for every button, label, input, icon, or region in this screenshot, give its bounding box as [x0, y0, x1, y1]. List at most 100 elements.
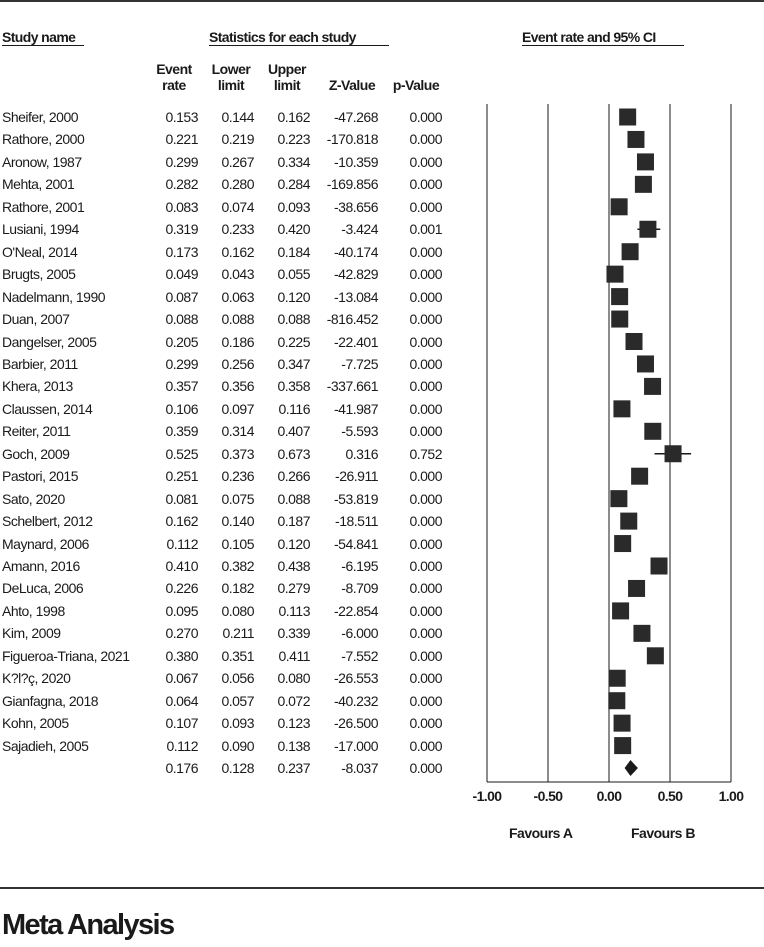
- event-rate-value: 0.088: [165, 311, 198, 328]
- lower-limit-value: 0.088: [221, 311, 254, 328]
- p-value: 0.000: [409, 355, 442, 372]
- study-name: Dangelser, 2005: [2, 333, 97, 350]
- study-row: Dangelser, 2005 0.205 0.186 0.225 -22.401 0.0…: [0, 332, 460, 352]
- study-row: Claussen, 2014 0.106 0.097 0.116 -41.987 0.00…: [0, 399, 460, 419]
- header-study-name-underline: [2, 45, 84, 46]
- study-name: K?l?ç, 2020: [2, 670, 71, 687]
- event-rate-value: 0.106: [165, 400, 198, 417]
- upper-limit-value: 0.407: [277, 423, 310, 440]
- event-rate-value: 0.107: [165, 715, 198, 732]
- study-row: Ahto, 1998 0.095 0.080 0.113 -22.854 0.000: [0, 601, 460, 621]
- study-name: Schelbert, 2012: [2, 513, 93, 530]
- z-value: -816.452: [326, 311, 379, 328]
- event-rate-value: 0.162: [165, 513, 198, 530]
- z-value: -47.268: [334, 109, 378, 125]
- study-marker: [611, 310, 629, 328]
- lower-limit-value: 0.356: [221, 378, 254, 395]
- upper-limit-value: 0.673: [277, 445, 310, 462]
- p-value: 0.000: [409, 558, 442, 574]
- study-row: Pastori, 2015 0.251 0.236 0.266 -26.911 0.000: [0, 466, 460, 486]
- lower-limit-value: 0.233: [221, 221, 254, 238]
- p-value: 0.000: [409, 737, 442, 754]
- z-value: -22.401: [334, 333, 378, 350]
- z-value: 0.316: [345, 445, 378, 462]
- study-marker: [636, 355, 654, 373]
- x-tick-label: -0.50: [533, 788, 564, 804]
- study-name: Kim, 2009: [2, 625, 61, 642]
- lower-limit-value: 0.182: [221, 580, 254, 597]
- p-value: 0.000: [409, 243, 442, 260]
- z-value: -54.841: [334, 535, 378, 552]
- upper-limit-value: 0.080: [277, 670, 310, 687]
- bottom-rule: [0, 887, 764, 889]
- study-marker: [620, 512, 638, 530]
- page-title: Meta Analysis: [2, 909, 175, 941]
- study-name: Maynard, 2006: [2, 535, 89, 552]
- z-value: -53.819: [334, 490, 378, 507]
- z-value: -6.000: [341, 625, 378, 642]
- lower-limit-value: 0.280: [221, 176, 254, 193]
- study-name: Gianfagna, 2018: [2, 692, 99, 709]
- study-row: Schelbert, 2012 0.162 0.140 0.187 -18.511 0.0…: [0, 511, 460, 531]
- top-rule: [0, 0, 764, 2]
- event-rate-value: 0.173: [165, 243, 198, 260]
- col-header-lower-limit-line2: limit: [217, 77, 245, 93]
- upper-limit-value: 0.123: [277, 715, 310, 732]
- study-marker: [613, 400, 631, 418]
- study-marker: [613, 714, 631, 732]
- header-statistics-underline: [209, 45, 389, 46]
- favours-left-label: Favours A: [509, 825, 573, 841]
- upper-limit-value: 0.223: [277, 131, 310, 148]
- study-row: Mehta, 2001 0.282 0.280 0.284 -169.856 0.000: [0, 174, 460, 194]
- upper-limit-value: 0.279: [277, 580, 310, 597]
- event-rate-value: 0.299: [165, 355, 198, 372]
- study-marker: [644, 377, 662, 395]
- z-value: -26.553: [334, 670, 378, 687]
- upper-limit-value: 0.358: [277, 378, 310, 395]
- study-row: K?l?ç, 2020 0.067 0.056 0.080 -26.553 0.000: [0, 668, 460, 688]
- z-value: -5.593: [341, 423, 378, 440]
- p-value: 0.000: [409, 311, 442, 328]
- study-row: Rathore, 2001 0.083 0.074 0.093 -38.656 0.000: [0, 197, 460, 217]
- study-marker: [612, 602, 630, 620]
- lower-limit-value: 0.211: [222, 625, 255, 642]
- col-header-upper-limit-line2: limit: [273, 77, 301, 93]
- study-name: Pastori, 2015: [2, 468, 79, 485]
- p-value: 0.000: [409, 760, 442, 777]
- upper-limit-value: 0.072: [277, 692, 310, 709]
- upper-limit-value: 0.411: [278, 647, 311, 664]
- header-study-name: Study name: [2, 29, 76, 45]
- study-name: Khera, 2013: [2, 378, 73, 395]
- lower-limit-value: 0.128: [221, 760, 254, 777]
- lower-limit-value: 0.140: [221, 513, 254, 530]
- lower-limit-value: 0.097: [221, 400, 254, 417]
- p-value: 0.000: [409, 670, 442, 687]
- header-forest: Event rate and 95% CI: [522, 29, 656, 45]
- x-tick-label: 0.50: [657, 788, 683, 804]
- p-value: 0.000: [409, 378, 442, 395]
- event-rate-value: 0.067: [165, 670, 198, 687]
- upper-limit-value: 0.225: [277, 333, 310, 350]
- lower-limit-value: 0.075: [221, 490, 254, 507]
- z-value: -8.709: [341, 580, 378, 597]
- upper-limit-value: 0.120: [277, 288, 310, 305]
- col-header-upper-limit: Upper limit: [263, 61, 311, 93]
- study-name: Claussen, 2014: [2, 400, 93, 417]
- z-value: -18.511: [335, 513, 378, 530]
- p-value: 0.000: [409, 692, 442, 709]
- z-value: -17.000: [334, 737, 378, 754]
- upper-limit-value: 0.334: [277, 153, 310, 170]
- p-value: 0.000: [409, 131, 442, 148]
- z-value: -40.232: [334, 692, 378, 709]
- study-name: Sato, 2020: [2, 490, 65, 507]
- study-row: Duan, 2007 0.088 0.088 0.088 -816.452 0.000: [0, 309, 460, 329]
- event-rate-value: 0.064: [165, 692, 198, 709]
- z-value: -26.911: [335, 468, 378, 485]
- event-rate-value: 0.087: [165, 288, 198, 305]
- p-value: 0.000: [409, 153, 442, 170]
- z-value: -169.856: [326, 176, 379, 193]
- lower-limit-value: 0.074: [221, 198, 254, 215]
- z-value: -22.854: [334, 602, 378, 619]
- study-row: Rathore, 2000 0.221 0.219 0.223 -170.818 0.00…: [0, 129, 460, 149]
